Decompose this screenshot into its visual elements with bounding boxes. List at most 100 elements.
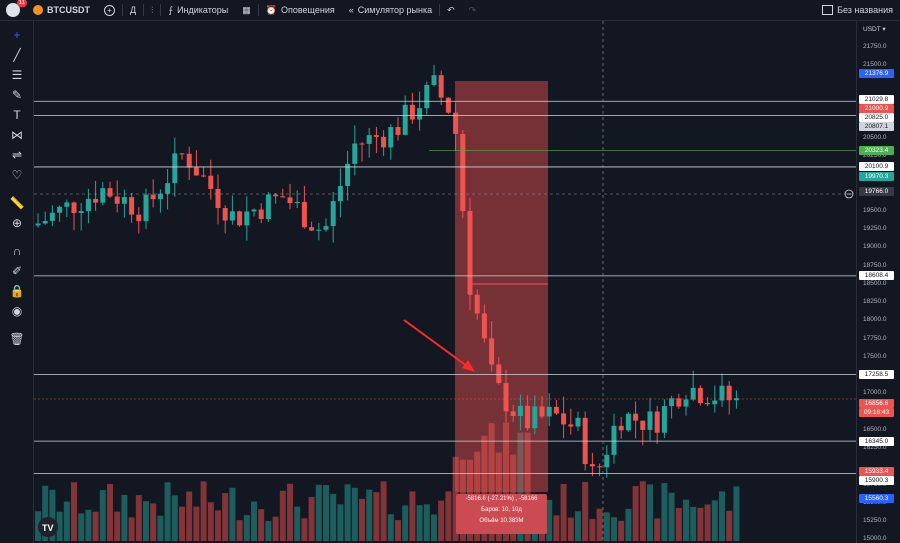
annotation-arrow xyxy=(403,319,472,370)
candle-body xyxy=(676,398,682,407)
price-label: 15900.3 xyxy=(859,475,894,485)
candle-body xyxy=(496,364,502,384)
price-tick: 16500.0 xyxy=(863,425,887,433)
candle-body xyxy=(280,196,286,198)
volume-bar xyxy=(438,500,445,541)
trend-line-icon[interactable]: ╱ xyxy=(13,48,21,62)
volume-bar xyxy=(308,496,315,541)
candle-body xyxy=(431,75,437,85)
volume-bars xyxy=(35,422,740,541)
volume-bar xyxy=(704,504,711,541)
price-label: 19766.0 xyxy=(859,186,894,196)
volume-bar xyxy=(35,511,41,541)
candle-body xyxy=(453,112,459,134)
candle-body xyxy=(301,201,307,228)
currency-selector[interactable]: USDT ▾ xyxy=(863,26,886,33)
price-axis[interactable]: USDT ▾ 21750.021500.021000.020500.020250… xyxy=(856,21,900,543)
fib-retracement-icon[interactable]: ☰ xyxy=(11,68,23,82)
volume-bar xyxy=(143,501,149,541)
horizontal-levels xyxy=(34,100,856,475)
magnet-icon[interactable]: ∩ xyxy=(12,244,22,258)
candle-body xyxy=(78,211,84,213)
volume-bar xyxy=(150,503,157,541)
top-toolbar: 11 BTCUSDT + Д ⫶ ⨍ Индикаторы ▦ ⏰ Оповещен… xyxy=(0,0,900,21)
layout-button[interactable]: Без названия xyxy=(815,0,900,20)
volume-bar xyxy=(171,495,178,541)
trash-icon[interactable]: 🗑 xyxy=(9,332,25,346)
candle-body xyxy=(323,226,329,230)
candle-body xyxy=(287,197,293,204)
volume-bar xyxy=(351,487,358,541)
projection-icon[interactable]: ⇌ xyxy=(11,148,23,162)
lock-drawing-icon[interactable]: ✐ xyxy=(11,264,23,278)
volume-bar xyxy=(632,486,639,541)
volume-bar xyxy=(654,518,661,541)
pattern-icon[interactable]: ⋈ xyxy=(11,128,23,142)
candle-body xyxy=(561,413,567,425)
redo-button[interactable]: ↷ xyxy=(462,0,484,20)
candle-body xyxy=(136,214,142,222)
candle-body xyxy=(395,127,401,135)
drawing-toolbar: + ╱ ☰ ✎ T ⋈ ⇌ ♡ 📏 ⊕ ∩ ✐ 🔒 ◉ 🗑 xyxy=(0,21,34,543)
indicators-button[interactable]: ⨍ Индикаторы xyxy=(161,0,235,20)
candle-body xyxy=(165,183,171,194)
volume-bar xyxy=(423,504,430,541)
candle-body xyxy=(546,406,552,417)
crosshair-icon[interactable]: + xyxy=(13,28,21,42)
candle-body xyxy=(143,194,149,222)
price-tick: 19500.0 xyxy=(863,206,887,214)
templates-button[interactable]: ▦ xyxy=(235,0,258,20)
volume-bar xyxy=(668,492,675,541)
brush-icon[interactable]: ✎ xyxy=(11,88,23,102)
replay-button[interactable]: «Симулятор рынка xyxy=(342,0,439,20)
volume-bar xyxy=(409,491,416,541)
heart-icon[interactable]: ♡ xyxy=(11,168,23,182)
alerts-button[interactable]: ⏰ Оповещения xyxy=(259,0,342,20)
eye-icon[interactable]: ◉ xyxy=(11,304,23,318)
volume-bar xyxy=(344,484,351,541)
interval-button[interactable]: Д xyxy=(123,0,143,20)
candle-body xyxy=(553,406,559,414)
candle-body xyxy=(129,197,135,215)
undo-button[interactable]: ↶ xyxy=(440,0,462,20)
volume-bar xyxy=(575,511,581,541)
volume-bar xyxy=(647,484,653,541)
candle-body xyxy=(712,400,718,405)
candle-body xyxy=(697,387,703,404)
price-tick: 19250.0 xyxy=(863,225,887,233)
candle-body xyxy=(618,425,624,431)
volume-bar xyxy=(726,510,733,541)
candle-body xyxy=(532,406,538,429)
candle-body xyxy=(172,153,178,184)
chart-type-button[interactable]: ⫶ xyxy=(144,0,160,20)
compare-button[interactable]: + xyxy=(97,0,122,20)
notification-badge: 11 xyxy=(16,0,27,7)
candle-body xyxy=(510,411,516,416)
ruler-icon[interactable]: 📏 xyxy=(9,196,25,210)
candle-body xyxy=(345,163,351,187)
candle-body xyxy=(337,186,343,202)
volume-bar xyxy=(279,490,286,541)
zoom-in-icon[interactable]: ⊕ xyxy=(11,216,23,230)
candle-body xyxy=(726,385,732,401)
volume-bar xyxy=(128,517,135,541)
lock-icon[interactable]: 🔒 xyxy=(9,284,25,298)
volume-bar xyxy=(719,491,725,541)
volume-bar xyxy=(683,499,689,541)
candle-body xyxy=(273,194,279,197)
user-avatar[interactable]: 11 xyxy=(6,0,27,17)
text-icon[interactable]: T xyxy=(13,108,21,122)
candle-body xyxy=(316,229,322,231)
price-tick: 16250.0 xyxy=(863,444,887,452)
candle-body xyxy=(64,202,70,207)
volume-bar xyxy=(135,495,142,541)
volume-bar xyxy=(481,435,488,541)
volume-bar xyxy=(395,520,401,541)
candle-body xyxy=(625,413,631,431)
candle-body xyxy=(460,133,466,212)
price-chart[interactable]: TV xyxy=(34,21,856,543)
candle-body xyxy=(49,212,55,221)
symbol-search-button[interactable]: BTCUSDT xyxy=(26,0,97,20)
volume-bar xyxy=(582,481,589,541)
volume-bar xyxy=(560,484,567,541)
